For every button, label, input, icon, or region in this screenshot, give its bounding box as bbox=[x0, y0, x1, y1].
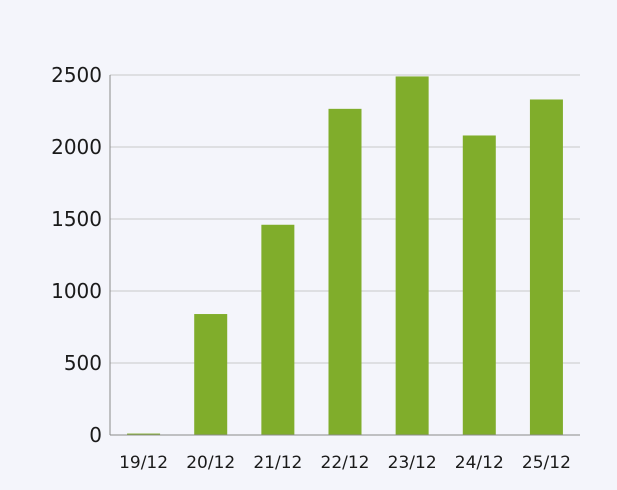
y-tick-label: 500 bbox=[64, 351, 102, 375]
y-tick-label: 1000 bbox=[51, 279, 102, 303]
y-tick-label: 0 bbox=[89, 423, 102, 447]
x-tick-label: 23/12 bbox=[388, 453, 437, 473]
x-tick-label: 24/12 bbox=[455, 453, 504, 473]
bar bbox=[529, 99, 563, 435]
bar bbox=[462, 135, 496, 436]
bar bbox=[395, 76, 429, 435]
axes bbox=[109, 75, 580, 436]
y-tick-label: 1500 bbox=[51, 207, 102, 231]
x-tick-label: 25/12 bbox=[522, 453, 571, 473]
x-tick-labels: 19/12 20/12 21/12 22/12 23/12 24/12 25/12 bbox=[119, 453, 571, 473]
y-tick-label: 2500 bbox=[51, 63, 102, 87]
x-tick-label: 20/12 bbox=[186, 453, 235, 473]
bar bbox=[261, 224, 295, 435]
bar bbox=[194, 314, 228, 435]
x-tick-label: 22/12 bbox=[321, 453, 370, 473]
x-tick-label: 21/12 bbox=[253, 453, 302, 473]
bar bbox=[328, 108, 362, 435]
bar bbox=[127, 433, 161, 435]
bars bbox=[127, 76, 563, 436]
y-tick-label: 2000 bbox=[51, 135, 102, 159]
y-tick-labels: 0 500 1000 1500 2000 2500 bbox=[51, 63, 102, 447]
x-tick-label: 19/12 bbox=[119, 453, 168, 473]
